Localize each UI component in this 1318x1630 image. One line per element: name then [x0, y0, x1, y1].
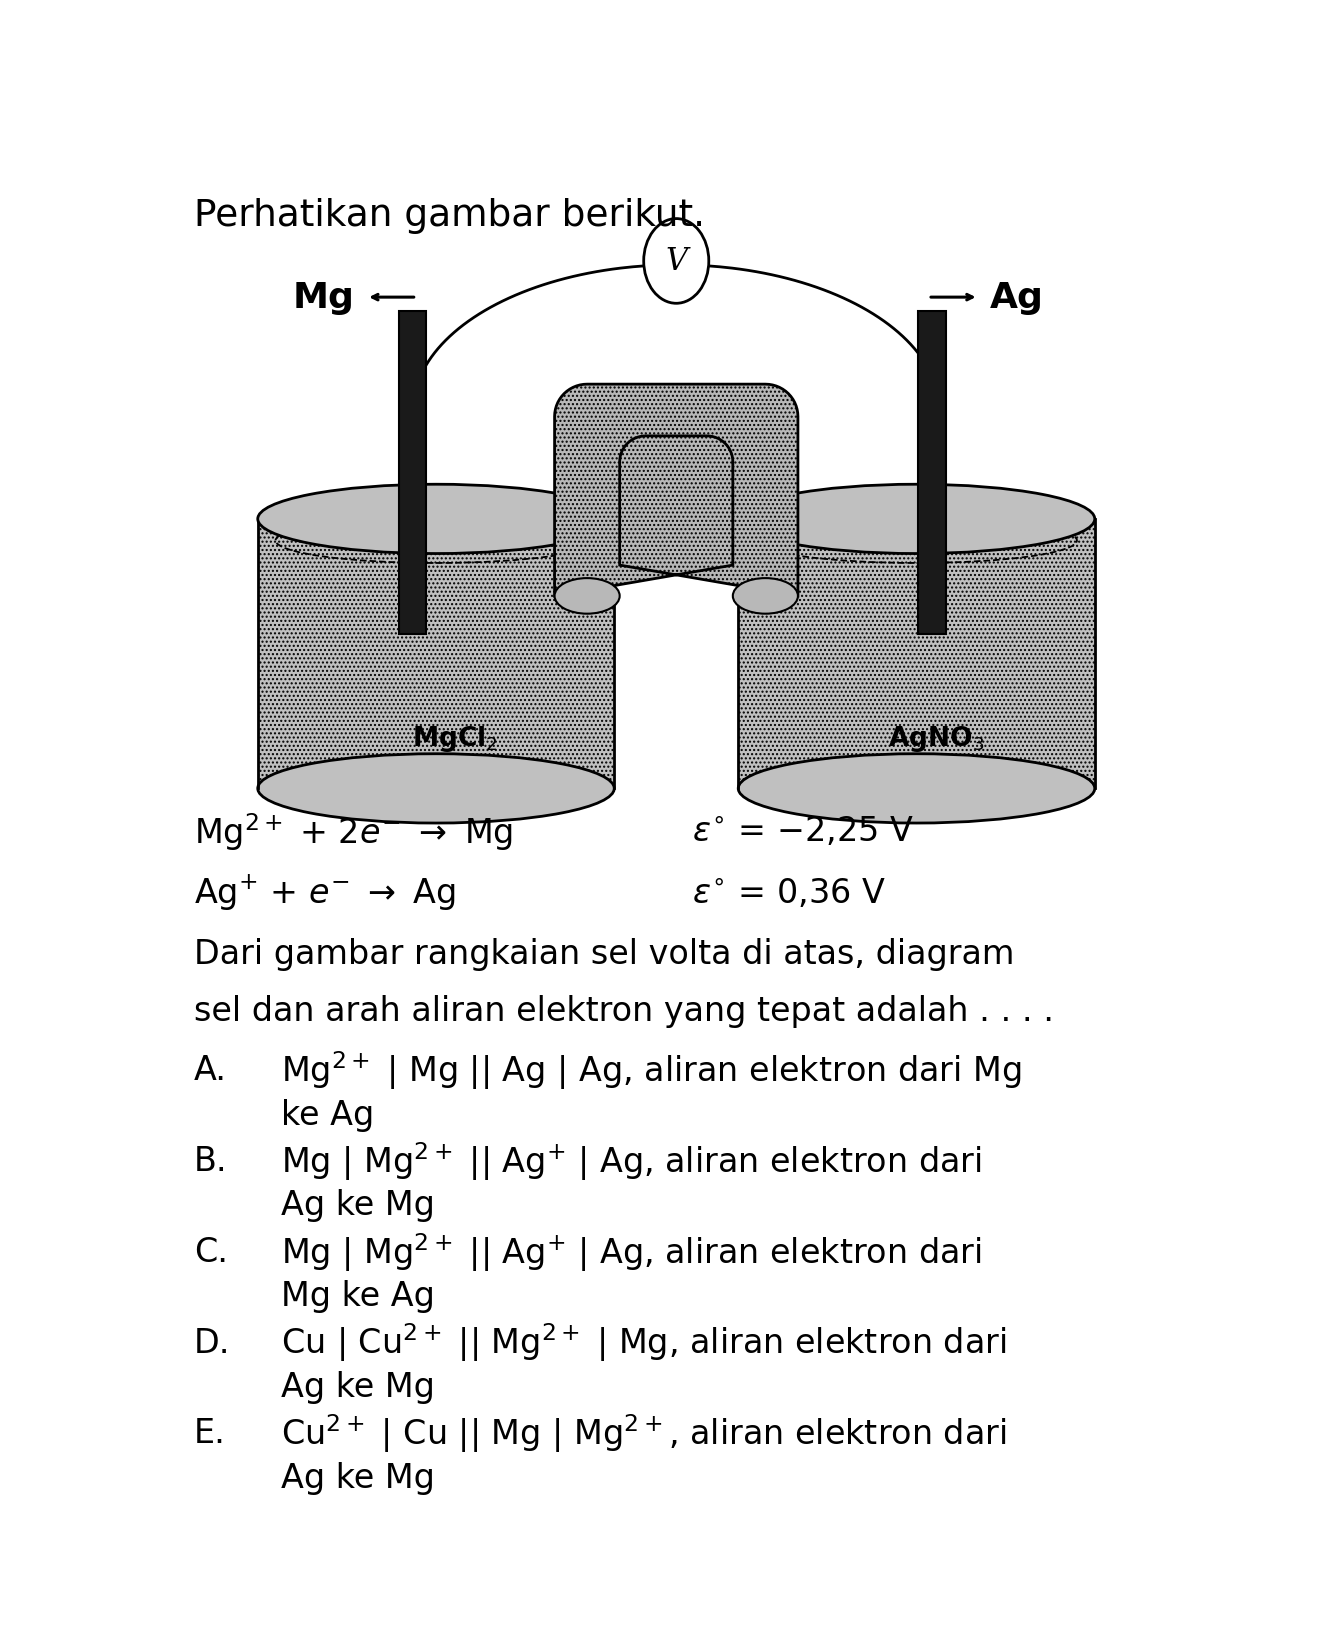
Ellipse shape	[555, 579, 619, 615]
Text: Ag: Ag	[990, 280, 1044, 315]
Text: sel dan arah aliran elektron yang tepat adalah . . . .: sel dan arah aliran elektron yang tepat …	[194, 994, 1054, 1027]
Text: Ag ke Mg: Ag ke Mg	[281, 1460, 435, 1495]
Text: Mg ke Ag: Mg ke Ag	[281, 1280, 435, 1312]
FancyBboxPatch shape	[399, 311, 426, 636]
Text: ke Ag: ke Ag	[281, 1099, 374, 1131]
Text: MgCl$_2$: MgCl$_2$	[413, 724, 498, 755]
Text: Mg | Mg$^{2+}$ || Ag$^{+}$ | Ag, aliran elektron dari: Mg | Mg$^{2+}$ || Ag$^{+}$ | Ag, aliran …	[281, 1231, 982, 1273]
Ellipse shape	[643, 220, 709, 305]
Polygon shape	[258, 520, 614, 789]
Text: Mg$^{2+}$ + 2$e^{-}$ $\rightarrow$ Mg: Mg$^{2+}$ + 2$e^{-}$ $\rightarrow$ Mg	[194, 810, 513, 852]
Text: Mg$^{2+}$ | Mg || Ag | Ag, aliran elektron dari Mg: Mg$^{2+}$ | Mg || Ag | Ag, aliran elektr…	[281, 1048, 1021, 1090]
Text: Ag ke Mg: Ag ke Mg	[281, 1188, 435, 1222]
Text: V: V	[666, 246, 687, 277]
Ellipse shape	[733, 579, 797, 615]
Text: Ag$^{+}$ + $e^{-}$ $\rightarrow$ Ag: Ag$^{+}$ + $e^{-}$ $\rightarrow$ Ag	[194, 874, 456, 913]
Text: B.: B.	[194, 1144, 228, 1177]
Ellipse shape	[258, 755, 614, 823]
Polygon shape	[555, 385, 797, 597]
Text: $\varepsilon^{\circ}$ = $-$2,25 V: $\varepsilon^{\circ}$ = $-$2,25 V	[692, 815, 913, 848]
Text: Ag ke Mg: Ag ke Mg	[281, 1371, 435, 1403]
Polygon shape	[738, 520, 1095, 789]
Text: Dari gambar rangkaian sel volta di atas, diagram: Dari gambar rangkaian sel volta di atas,…	[194, 937, 1015, 971]
Text: E.: E.	[194, 1416, 227, 1449]
Text: C.: C.	[194, 1236, 228, 1268]
Text: Cu$^{2+}$ | Cu || Mg | Mg$^{2+}$, aliran elektron dari: Cu$^{2+}$ | Cu || Mg | Mg$^{2+}$, aliran…	[281, 1412, 1007, 1454]
Text: A.: A.	[194, 1053, 227, 1086]
Text: Perhatikan gambar berikut.: Perhatikan gambar berikut.	[194, 197, 705, 233]
Text: $\varepsilon^{\circ}$ = 0,36 V: $\varepsilon^{\circ}$ = 0,36 V	[692, 877, 886, 910]
Text: AgNO$_3$: AgNO$_3$	[888, 724, 985, 755]
Text: Mg: Mg	[293, 280, 355, 315]
FancyBboxPatch shape	[919, 311, 945, 636]
Ellipse shape	[738, 486, 1095, 554]
Ellipse shape	[738, 755, 1095, 823]
Ellipse shape	[258, 486, 614, 554]
Text: Cu | Cu$^{2+}$ || Mg$^{2+}$ | Mg, aliran elektron dari: Cu | Cu$^{2+}$ || Mg$^{2+}$ | Mg, aliran…	[281, 1320, 1007, 1364]
Text: D.: D.	[194, 1325, 231, 1359]
Text: Mg | Mg$^{2+}$ || Ag$^{+}$ | Ag, aliran elektron dari: Mg | Mg$^{2+}$ || Ag$^{+}$ | Ag, aliran …	[281, 1139, 982, 1182]
